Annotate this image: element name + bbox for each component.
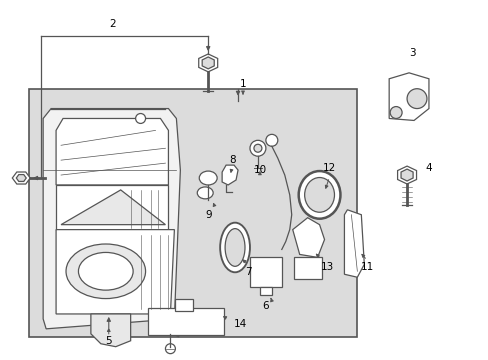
FancyBboxPatch shape: [147, 308, 224, 335]
Text: 4: 4: [425, 163, 431, 173]
Polygon shape: [56, 185, 168, 230]
Text: 8: 8: [228, 155, 235, 165]
Text: 14: 14: [233, 319, 246, 329]
Text: 10: 10: [253, 165, 266, 175]
Bar: [260, 287, 271, 295]
Text: 2: 2: [109, 19, 116, 29]
Ellipse shape: [78, 252, 133, 290]
Circle shape: [389, 107, 401, 118]
Ellipse shape: [298, 171, 340, 219]
Polygon shape: [400, 169, 412, 181]
Circle shape: [165, 344, 175, 354]
Polygon shape: [43, 109, 180, 329]
Polygon shape: [16, 175, 26, 181]
Text: 1: 1: [239, 79, 246, 89]
Ellipse shape: [66, 244, 145, 298]
Text: 6: 6: [262, 301, 268, 311]
Text: 11: 11: [360, 262, 373, 272]
Polygon shape: [56, 118, 168, 185]
Polygon shape: [344, 210, 364, 277]
Text: 13: 13: [320, 262, 333, 272]
Bar: [293, 257, 321, 279]
Ellipse shape: [304, 177, 334, 212]
Polygon shape: [91, 314, 130, 347]
Text: 5: 5: [105, 336, 112, 346]
Bar: [249, 257, 281, 287]
Bar: [29, 89, 357, 337]
Polygon shape: [56, 230, 174, 314]
Text: 12: 12: [322, 163, 335, 173]
Circle shape: [406, 89, 426, 109]
Ellipse shape: [199, 171, 217, 185]
Text: 3: 3: [408, 48, 414, 58]
Polygon shape: [397, 166, 416, 184]
Circle shape: [249, 140, 265, 156]
Circle shape: [135, 113, 145, 123]
Text: 7: 7: [244, 267, 251, 277]
Polygon shape: [61, 190, 165, 225]
Text: 9: 9: [204, 210, 211, 220]
Polygon shape: [292, 218, 324, 257]
Polygon shape: [198, 54, 217, 72]
Bar: [175, 299, 193, 311]
Polygon shape: [12, 172, 30, 184]
Polygon shape: [222, 165, 238, 185]
Polygon shape: [388, 73, 428, 121]
Ellipse shape: [220, 223, 249, 272]
Ellipse shape: [197, 187, 213, 199]
Polygon shape: [165, 309, 185, 337]
Polygon shape: [202, 57, 214, 69]
Circle shape: [253, 144, 262, 152]
Circle shape: [265, 134, 277, 146]
Ellipse shape: [224, 229, 244, 266]
